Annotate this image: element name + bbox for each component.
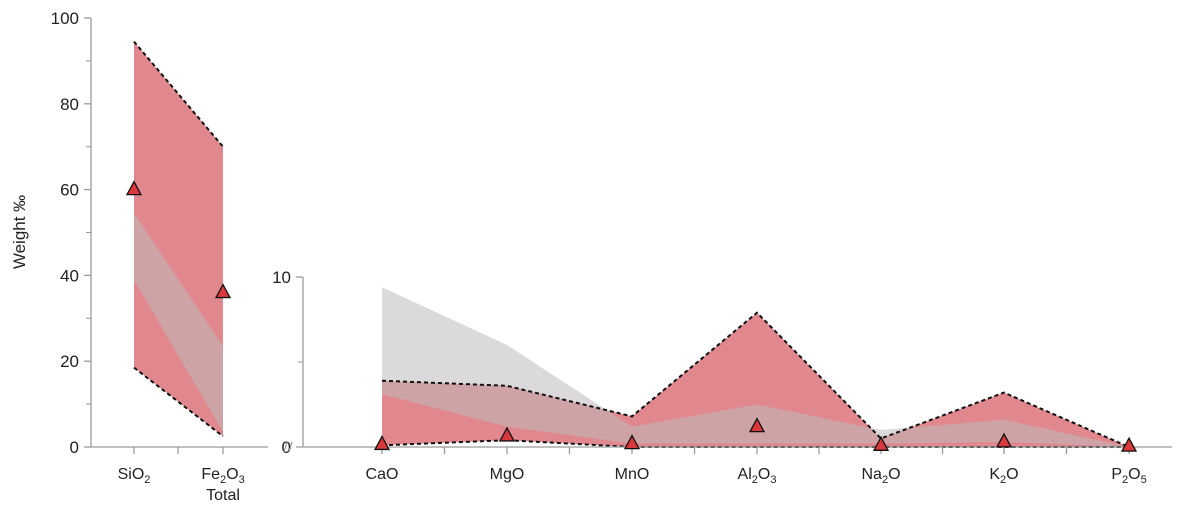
- y-tick-label: 100: [51, 9, 79, 28]
- comparison-band-area: [382, 287, 1129, 447]
- data-point-cao: [373, 435, 391, 451]
- axis-break-mark: [283, 441, 293, 453]
- range-upper-boundary-line: [381, 311, 1130, 448]
- y-tick-label: 10: [272, 268, 291, 287]
- category-label-k2o: K2O: [989, 466, 1018, 486]
- range-lower-boundary-line: [133, 366, 224, 438]
- category-label-mno: MnO: [615, 466, 650, 483]
- data-point-al2o3: [748, 417, 766, 433]
- y-tick-label: 0: [282, 438, 291, 457]
- data-point-p2o5: [1120, 436, 1138, 452]
- data-point-k2o: [995, 432, 1013, 448]
- range-upper-boundary-line: [133, 40, 224, 148]
- y-tick-label: 60: [60, 181, 79, 200]
- data-point-na2o: [872, 435, 890, 451]
- category-label-al2o3: Al2O3: [738, 466, 777, 486]
- data-point-sio2: [125, 180, 143, 196]
- y-tick-label: 0: [70, 438, 79, 457]
- data-point-fe2o3: [214, 283, 232, 299]
- category-label-fe2o3: Fe2O3: [201, 466, 244, 486]
- y-tick-label: 20: [60, 352, 79, 371]
- data-point-mno: [623, 434, 641, 450]
- y-tick-label: 40: [60, 266, 79, 285]
- category-label-cao: CaO: [366, 466, 399, 483]
- y-tick-label: 80: [60, 95, 79, 114]
- category-label-p2o5: P2O5: [1111, 466, 1146, 486]
- minor-oxides-panel: 0 10 CaO MgO MnO Al2O3 Na2O K2O P2O5: [272, 268, 1172, 486]
- y-axis-label: Weight ‰: [10, 195, 29, 269]
- data-point-mgo: [498, 426, 516, 442]
- category-sublabel: Total: [206, 487, 240, 504]
- comparison-band-area: [134, 213, 223, 432]
- category-label-sio2: SiO2: [118, 466, 151, 486]
- category-label-mgo: MgO: [490, 466, 525, 483]
- category-label-na2o: Na2O: [861, 466, 900, 486]
